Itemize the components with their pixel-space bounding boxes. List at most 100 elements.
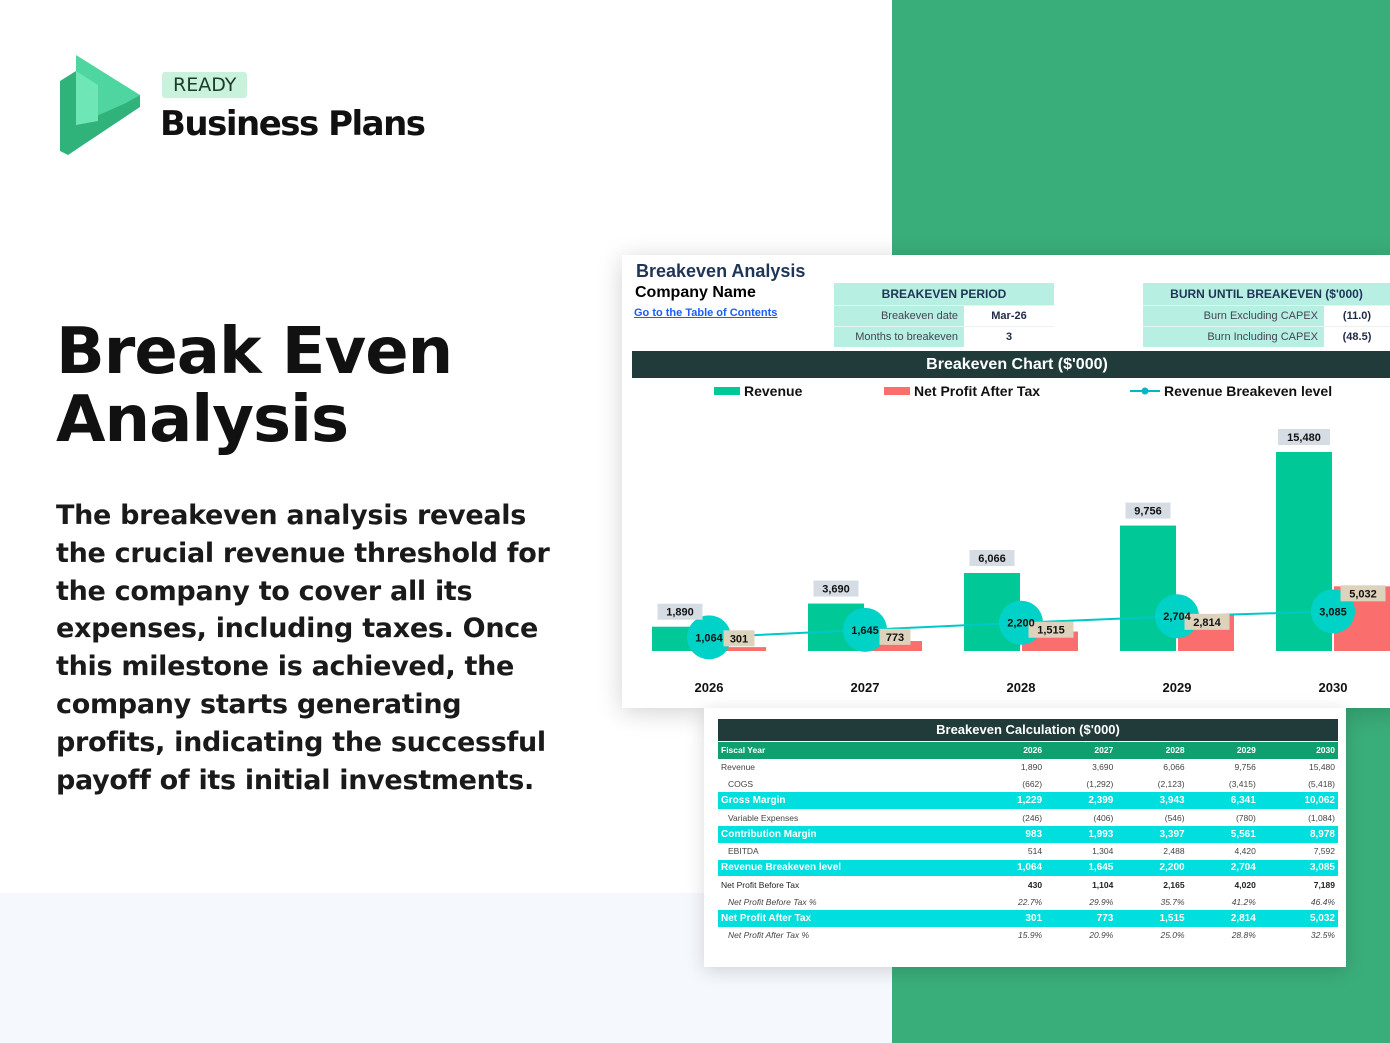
burn-value: (11.0) xyxy=(1324,306,1390,326)
row-label: EBITDA xyxy=(728,846,759,857)
legend-revenue: Revenue xyxy=(714,383,802,399)
table-cell: 2029 xyxy=(1187,742,1259,759)
table-cell: 6,066 xyxy=(1163,762,1185,773)
breakeven-point xyxy=(687,615,731,660)
table-cell: 3,943 xyxy=(1116,792,1188,810)
breakeven-calculation-card: Breakeven Calculation ($'000) Fiscal Yea… xyxy=(704,708,1346,967)
legend-net-profit: Net Profit After Tax xyxy=(884,383,1040,399)
table-cell: 2028 xyxy=(1116,742,1188,759)
burn-label: Burn Including CAPEX xyxy=(1207,331,1318,343)
table-cell: 4,420 xyxy=(1234,846,1256,857)
table-cell: (5,418) xyxy=(1308,778,1335,789)
table-cell: 1,104 xyxy=(1092,879,1114,890)
table-cell: 22.7% xyxy=(1018,896,1043,907)
net-profit-bar xyxy=(710,647,766,651)
table-cell: (546) xyxy=(1164,812,1185,823)
brand-badge: READY xyxy=(162,72,248,98)
x-tick-label: 2028 xyxy=(1007,680,1036,695)
revenue-label-box xyxy=(1125,502,1171,519)
row-label: Net Profit Before Tax xyxy=(721,879,800,890)
net-profit-label-box xyxy=(1028,621,1074,638)
table-cell: 3,085 xyxy=(1258,859,1338,877)
table-cell: 7,189 xyxy=(1313,879,1335,890)
net-profit-label-box xyxy=(1340,585,1386,602)
table-cell: 2,200 xyxy=(1116,859,1188,877)
table-cell: 773 xyxy=(1045,909,1117,927)
table-cell: (246) xyxy=(1022,812,1043,823)
title-line-2: Analysis xyxy=(56,383,349,457)
period-row: Months to breakeven 3 xyxy=(834,326,1054,347)
table-row: Variable Expenses (246) (406) (546) (780) (1,… xyxy=(718,809,1338,826)
burn-value: (48.5) xyxy=(1324,327,1390,347)
row-label: Gross Margin xyxy=(718,792,978,810)
table-cell: 1,645 xyxy=(1045,859,1117,877)
row-label: Net Profit After Tax % xyxy=(728,930,810,941)
table-of-contents-link[interactable]: Go to the Table of Contents xyxy=(634,307,778,319)
legend-label: Revenue Breakeven level xyxy=(1164,383,1333,399)
table-row: EBITDA 514 1,304 2,488 4,420 7,592 xyxy=(718,843,1338,860)
table-cell: 1,229 xyxy=(978,792,1046,810)
company-name: Company Name xyxy=(635,284,756,301)
period-row: Breakeven date Mar-26 xyxy=(834,305,1054,326)
table-cell: 2,488 xyxy=(1163,846,1185,857)
net-profit-swatch-icon xyxy=(884,387,910,395)
table-row: Net Profit Before Tax 430 1,104 2,165 4,020 7… xyxy=(718,876,1338,893)
revenue-label: 6,066 xyxy=(978,553,1006,565)
legend-label: Net Profit After Tax xyxy=(914,383,1041,399)
row-label: COGS xyxy=(728,778,754,789)
row-label: Net Profit After Tax xyxy=(718,909,978,927)
legend-label: Revenue xyxy=(744,383,803,399)
table-cell: 8,978 xyxy=(1258,825,1338,843)
net-profit-label-box xyxy=(723,630,755,647)
net-profit-label: 5,032 xyxy=(1349,588,1377,600)
net-profit-label: 2,814 xyxy=(1193,617,1221,629)
table-cell: (780) xyxy=(1235,812,1256,823)
table-cell: 20.9% xyxy=(1089,930,1114,941)
burn-header: BURN UNTIL BREAKEVEN ($'000) xyxy=(1170,287,1363,301)
table-cell: 3,690 xyxy=(1092,762,1114,773)
table-cell: 41.2% xyxy=(1231,896,1256,907)
row-label: Contribution Margin xyxy=(718,825,978,843)
table-cell: 29.9% xyxy=(1089,896,1114,907)
x-tick-label: 2026 xyxy=(695,680,724,695)
revenue-label-box xyxy=(657,603,703,620)
brand-logo-icon xyxy=(60,55,140,155)
table-cell: 2,814 xyxy=(1187,909,1259,927)
table-cell: 9,756 xyxy=(1234,762,1256,773)
period-label: Breakeven date xyxy=(880,310,958,322)
breakeven-table: Fiscal Year 2026 2027 2028 2029 2030 Revenue 1,… xyxy=(718,742,1338,944)
table-cell: 1,064 xyxy=(978,859,1046,877)
table-cell: (3,415) xyxy=(1228,778,1256,789)
breakeven-chart: 1,890 3,690 6,066 9,756 15,480 301 773 1,515 2,8… xyxy=(652,429,1390,695)
table-cell: 28.8% xyxy=(1231,930,1256,941)
table-row: Net Profit Before Tax % 22.7% 29.9% 35.7% 41… xyxy=(718,893,1338,910)
x-tick-label: 2030 xyxy=(1319,680,1348,695)
table-cell: 46.4% xyxy=(1310,896,1335,907)
table-cell: 6,341 xyxy=(1187,792,1259,810)
breakeven-point xyxy=(843,607,887,652)
table-cell: 32.5% xyxy=(1310,930,1335,941)
chart-title: Breakeven Chart ($'000) xyxy=(632,351,1390,378)
table-cell: 1,515 xyxy=(1116,909,1188,927)
table-cell: 15.9% xyxy=(1018,930,1043,941)
breakeven-period-box: BREAKEVEN PERIOD Breakeven date Mar-26 Mo… xyxy=(834,283,1054,347)
net-profit-label: 301 xyxy=(730,633,748,645)
revenue-label: 9,756 xyxy=(1134,506,1162,518)
period-value: 3 xyxy=(964,327,1054,347)
table-cell: 2030 xyxy=(1258,742,1338,759)
table-row: Fiscal Year 2026 2027 2028 2029 2030 xyxy=(718,742,1338,759)
table-row: Revenue Breakeven level 1,064 1,645 2,200 2,… xyxy=(718,859,1338,877)
table-cell: 3,397 xyxy=(1116,825,1188,843)
net-profit-label-box xyxy=(1184,613,1230,630)
table-cell: 514 xyxy=(1027,846,1043,857)
table-row: Net Profit After Tax % 15.9% 20.9% 25.0% 28.… xyxy=(718,927,1338,944)
breakeven-sheet-card: Breakeven Analysis Company Name Go to th… xyxy=(622,255,1390,708)
breakeven-label: 1,645 xyxy=(851,625,879,637)
period-header: BREAKEVEN PERIOD xyxy=(881,287,1007,301)
row-label: Fiscal Year xyxy=(718,742,978,759)
breakeven-label: 3,085 xyxy=(1319,606,1347,618)
period-value: Mar-26 xyxy=(964,306,1054,326)
table-row: Gross Margin 1,229 2,399 3,943 6,341 10,062 xyxy=(718,792,1338,810)
revenue-swatch-icon xyxy=(714,387,740,395)
table-row: COGS (662) (1,292) (2,123) (3,415) (5,418) xyxy=(718,776,1338,793)
